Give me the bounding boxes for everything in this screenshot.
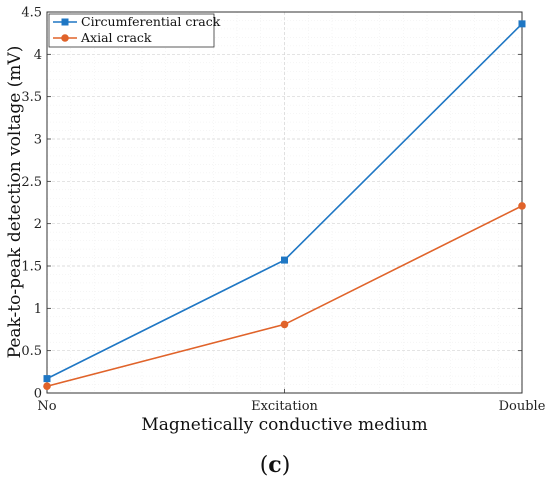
line-chart: 00.511.522.533.544.5 No Excitation Double … bbox=[5, 6, 546, 436]
y-tick-label: 2 bbox=[34, 217, 42, 232]
data-point-circle bbox=[280, 320, 289, 329]
y-tick-label: 2.5 bbox=[21, 175, 42, 190]
legend-marker-square bbox=[61, 18, 69, 26]
figure-caption: (c) bbox=[259, 452, 291, 478]
y-tick-label: 1.5 bbox=[21, 260, 42, 275]
y-axis-label: Peak-to-peak detection voltage (mV) bbox=[5, 46, 25, 359]
legend-label-axial: Axial crack bbox=[80, 30, 152, 45]
grid-lines bbox=[46, 11, 523, 394]
data-point-circle bbox=[518, 202, 526, 210]
x-tick-label: Double bbox=[499, 399, 546, 414]
x-tick-label: Excitation bbox=[251, 399, 318, 414]
y-tick-label: 0 bbox=[34, 387, 42, 402]
data-point-square bbox=[43, 375, 51, 383]
data-point-square bbox=[518, 20, 526, 28]
x-axis-label: Magnetically conductive medium bbox=[141, 415, 427, 435]
legend: Circumferential crack Axial crack bbox=[48, 13, 221, 48]
data-point-circle bbox=[43, 382, 51, 391]
y-tick-label: 4 bbox=[34, 48, 42, 63]
y-axis-ticks: 0 0.5 1 1.5 2 2.5 3 3.5 4 4.5 bbox=[21, 6, 522, 402]
y-tick-label: 1 bbox=[34, 302, 42, 317]
y-tick-label: 3.5 bbox=[21, 90, 42, 105]
y-tick-label: 3 bbox=[34, 133, 42, 148]
legend-marker-circle bbox=[61, 34, 69, 42]
y-tick-label: 0.5 bbox=[21, 344, 42, 359]
series-layer bbox=[43, 20, 526, 391]
legend-label-circumferential: Circumferential crack bbox=[81, 14, 221, 29]
x-axis-ticks: No Excitation Double bbox=[37, 389, 546, 414]
x-tick-label: No bbox=[37, 399, 56, 414]
data-point-square bbox=[281, 256, 288, 264]
y-tick-label: 4.5 bbox=[21, 6, 42, 21]
legend-box bbox=[48, 13, 215, 48]
